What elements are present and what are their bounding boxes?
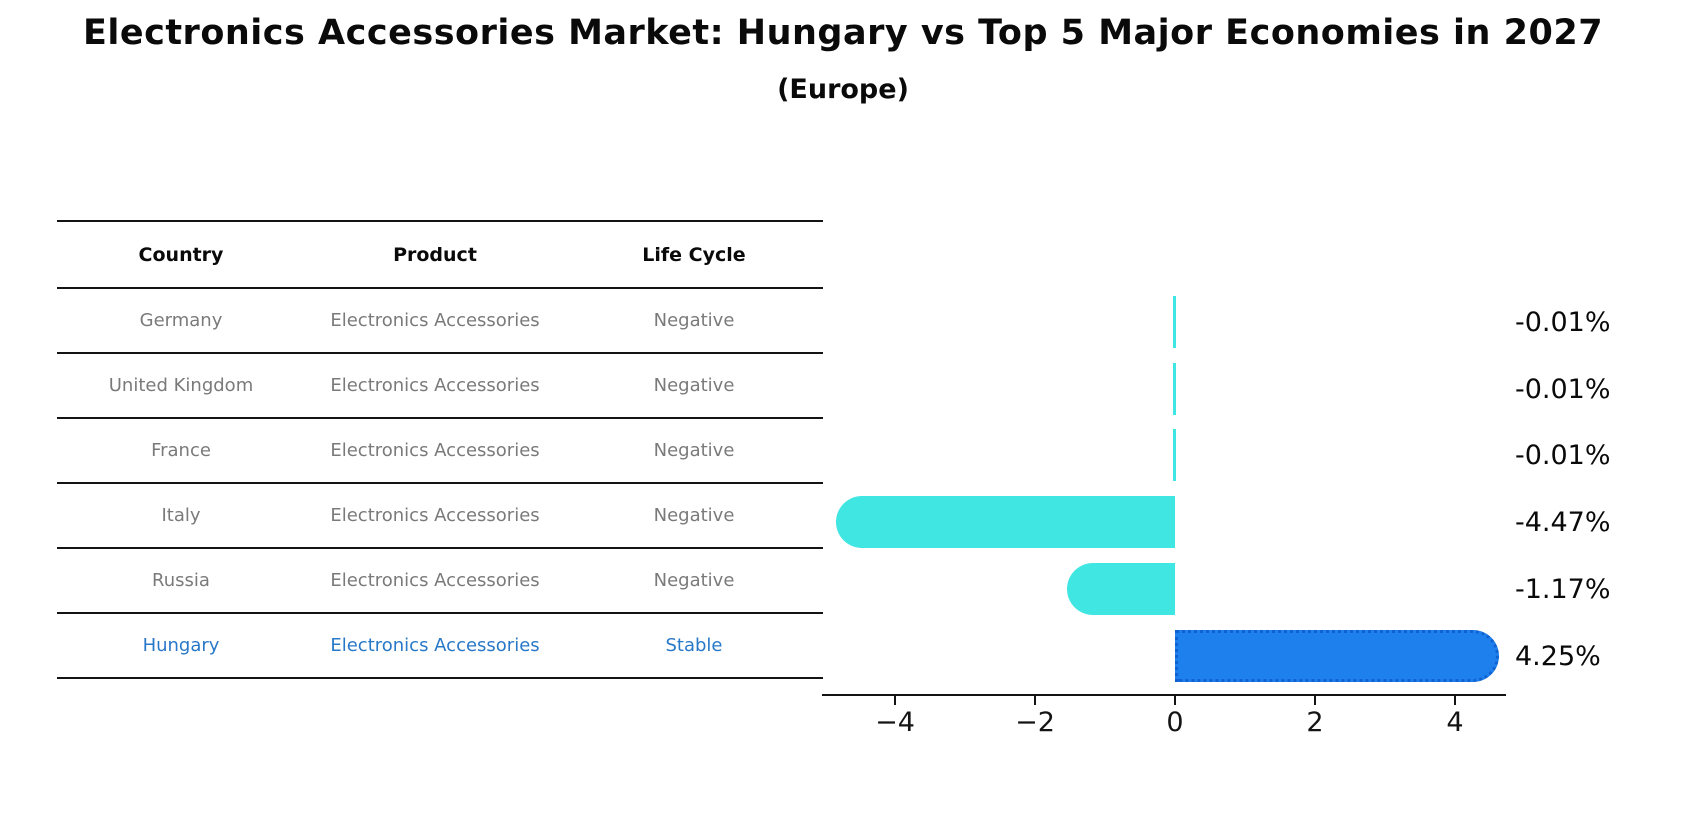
cell-product: Electronics Accessories (305, 613, 565, 679)
table-header-row: Country Product Life Cycle (57, 220, 823, 289)
bar-russia (1067, 563, 1175, 615)
x-axis-line (822, 694, 1506, 696)
bar-value-label-united-kingdom: -0.01% (1515, 374, 1611, 405)
cell-life-cycle: Negative (565, 353, 823, 419)
bar-italy (836, 496, 1175, 548)
cell-country: Russia (57, 548, 305, 614)
bar-united-kingdom (1173, 363, 1176, 415)
table-row-france: France Electronics Accessories Negative (57, 418, 823, 484)
table-row-hungary: Hungary Electronics Accessories Stable (57, 613, 823, 679)
cell-product: Electronics Accessories (305, 418, 565, 484)
cell-country: Italy (57, 483, 305, 549)
table-row-united-kingdom: United Kingdom Electronics Accessories Neg… (57, 353, 823, 419)
table-row-italy: Italy Electronics Accessories Negative (57, 483, 823, 549)
bar-value-label-italy: -4.47% (1515, 507, 1611, 538)
page-title: Electronics Accessories Market: Hungary … (82, 13, 1604, 53)
x-tick-label-0: 0 (1166, 707, 1184, 738)
cell-life-cycle: Negative (565, 548, 823, 614)
bar-value-label-germany: -0.01% (1515, 307, 1611, 338)
table-row-germany: Germany Electronics Accessories Negative (57, 288, 823, 354)
bar-germany (1173, 296, 1176, 348)
cell-country: Germany (57, 288, 305, 354)
column-header-product: Product (305, 220, 565, 289)
x-tick--2 (1034, 696, 1036, 705)
x-tick-2 (1314, 696, 1316, 705)
cell-country: France (57, 418, 305, 484)
table-row-russia: Russia Electronics Accessories Negative (57, 548, 823, 614)
cell-country: Hungary (57, 613, 305, 679)
x-tick-0 (1174, 696, 1176, 705)
bar-value-label-russia: -1.17% (1515, 574, 1611, 605)
x-tick-label-2: 2 (1306, 707, 1324, 738)
cell-life-cycle: Negative (565, 418, 823, 484)
x-tick-label--2: −2 (1015, 707, 1055, 738)
bar-value-label-france: -0.01% (1515, 440, 1611, 471)
bar-hungary (1175, 630, 1499, 682)
x-tick-4 (1454, 696, 1456, 705)
cell-product: Electronics Accessories (305, 483, 565, 549)
column-header-life-cycle: Life Cycle (565, 220, 823, 289)
cell-product: Electronics Accessories (305, 288, 565, 354)
cell-life-cycle: Negative (565, 288, 823, 354)
column-header-country: Country (57, 220, 305, 289)
cell-product: Electronics Accessories (305, 548, 565, 614)
bar-value-label-hungary: 4.25% (1515, 641, 1601, 672)
x-tick-label-4: 4 (1446, 707, 1464, 738)
page-subtitle: (Europe) (777, 74, 909, 105)
cell-life-cycle: Stable (565, 613, 823, 679)
country-info-table: Country Product Life Cycle Germany Electr… (57, 220, 823, 679)
x-tick--4 (894, 696, 896, 705)
cell-life-cycle: Negative (565, 483, 823, 549)
cell-product: Electronics Accessories (305, 353, 565, 419)
x-tick-label--4: −4 (875, 707, 915, 738)
bar-france (1173, 429, 1176, 481)
cell-country: United Kingdom (57, 353, 305, 419)
